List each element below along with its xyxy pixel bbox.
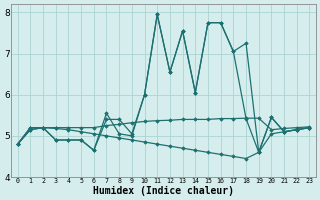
X-axis label: Humidex (Indice chaleur): Humidex (Indice chaleur) <box>93 186 234 196</box>
